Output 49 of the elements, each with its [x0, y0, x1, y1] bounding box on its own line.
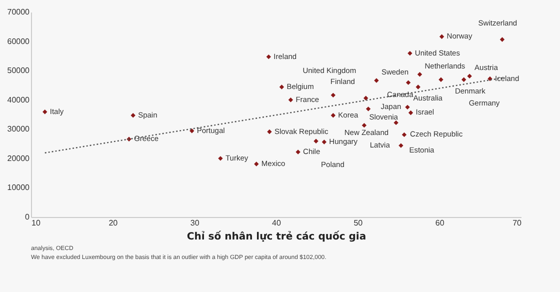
point	[296, 150, 300, 154]
point	[500, 37, 505, 42]
point	[405, 104, 410, 110]
point	[439, 34, 444, 39]
point	[330, 113, 336, 118]
y-tick-label: 70000	[7, 8, 30, 16]
point	[42, 110, 48, 114]
point	[190, 128, 194, 134]
point	[416, 84, 420, 90]
point	[362, 122, 367, 128]
point	[314, 138, 318, 144]
x-axis-title: Chỉ số nhân lực trẻ các quốc gia	[186, 230, 366, 242]
point	[266, 54, 271, 60]
x-tick-label: 70	[512, 218, 522, 228]
point	[279, 84, 284, 90]
x-tick-label: 50	[354, 218, 364, 228]
y-tick-label: 60000	[7, 36, 30, 46]
point	[461, 77, 466, 82]
y-tick-label: 20000	[7, 154, 30, 163]
point	[488, 76, 492, 82]
point	[218, 156, 223, 161]
x-tick-label: 40	[272, 218, 282, 228]
x-tick-label: 60	[435, 218, 445, 228]
point	[254, 162, 259, 166]
point	[394, 120, 398, 126]
point	[374, 78, 379, 83]
x-tick-label: 10	[32, 218, 41, 228]
point	[330, 92, 336, 98]
point	[417, 72, 422, 77]
y-tick-label: 0	[25, 212, 30, 222]
point	[438, 77, 444, 82]
point	[408, 110, 414, 116]
point	[366, 106, 371, 112]
point	[398, 143, 404, 148]
y-tick-label: 30000	[7, 124, 30, 134]
point	[288, 98, 294, 102]
point	[363, 96, 368, 100]
y-tick-label: 40000	[7, 95, 30, 104]
x-tick-label: 20	[108, 218, 118, 228]
point	[406, 80, 411, 85]
point	[267, 129, 272, 134]
y-tick-label: 50000	[7, 66, 30, 76]
point	[402, 132, 407, 138]
point	[408, 50, 412, 56]
point	[130, 113, 136, 118]
point	[467, 74, 472, 78]
point	[322, 140, 327, 144]
y-tick-label: 10000	[7, 183, 30, 192]
x-tick-label: 30	[190, 218, 200, 228]
